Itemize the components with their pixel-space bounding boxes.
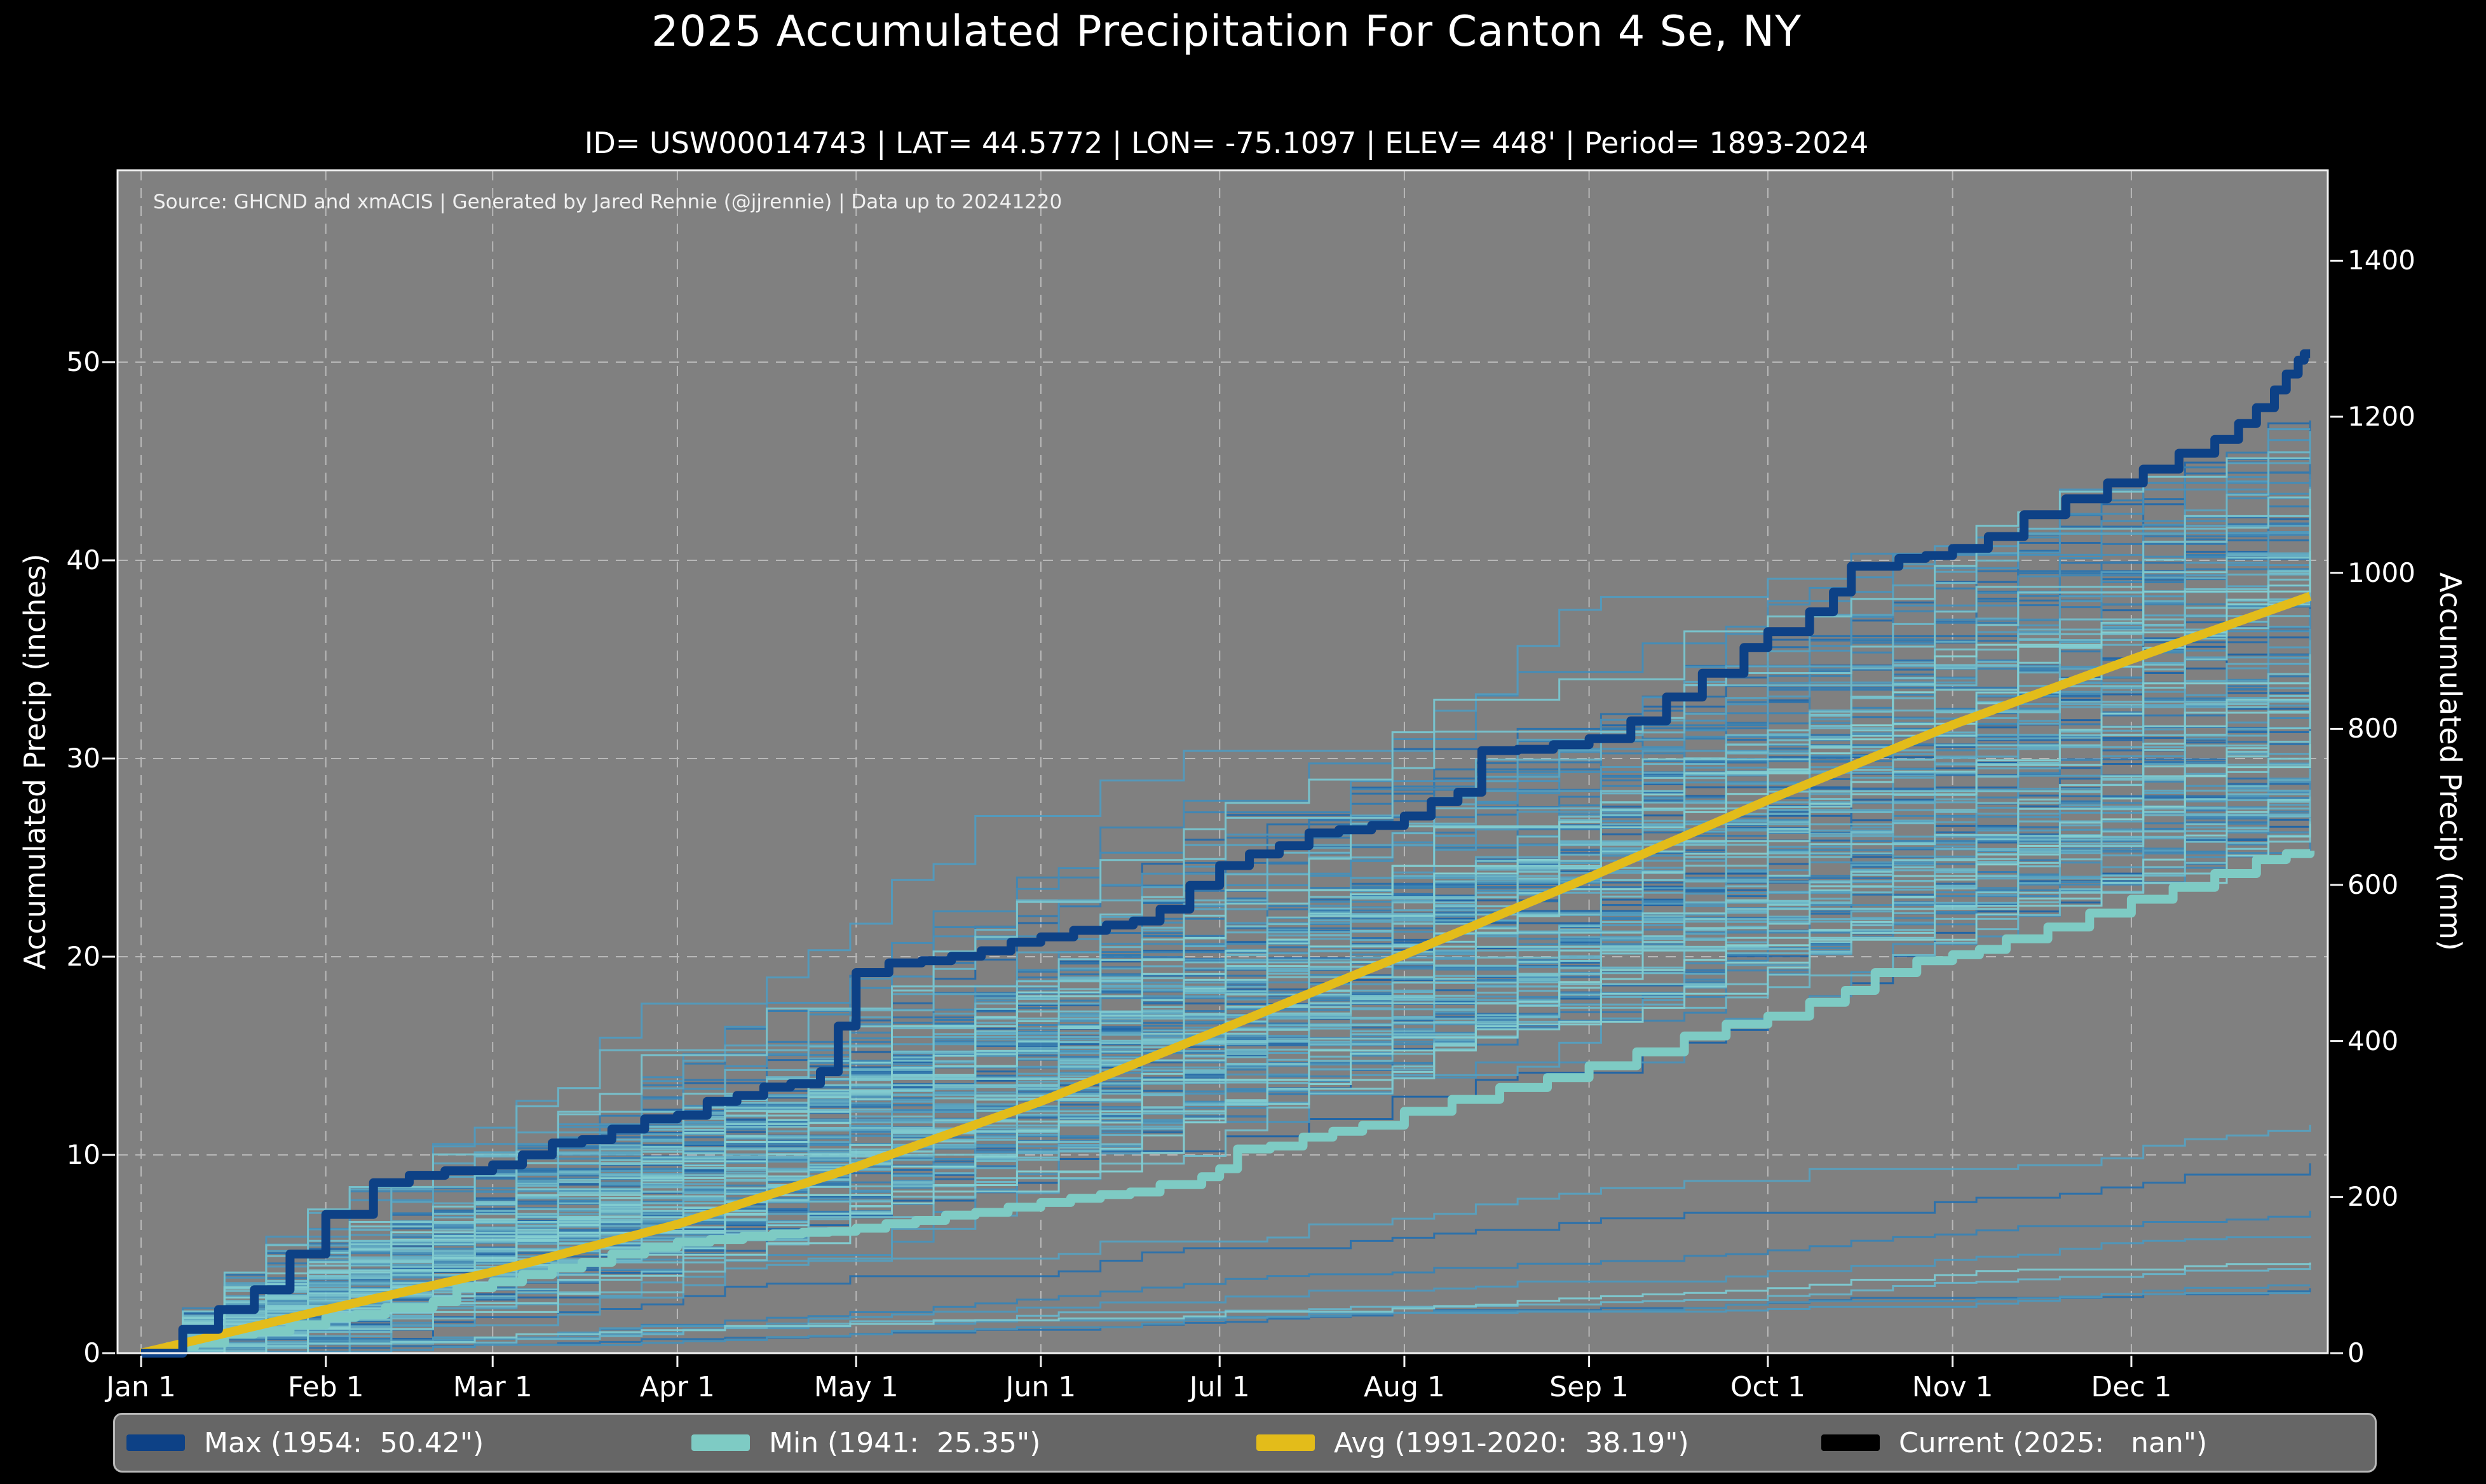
historical-year-line	[141, 428, 2311, 1354]
legend-label-max: Max (1954: 50.42")	[204, 1426, 484, 1459]
legend-swatch-max	[126, 1434, 185, 1451]
plot-area	[102, 169, 2343, 1367]
legend-item-avg: Avg (1991-2020: 38.19")	[1245, 1427, 1810, 1459]
historical-year-line	[141, 568, 2311, 1354]
legend-item-current: Current (2025: nan")	[1810, 1427, 2375, 1459]
historical-year-line	[141, 682, 2311, 1354]
historical-year-line	[141, 489, 2311, 1354]
y-left-tick-label: 40	[66, 544, 100, 576]
y-left-tick-label: 50	[66, 346, 100, 377]
y-right-tick-label: 800	[2347, 713, 2399, 745]
historical-year-line	[141, 539, 2311, 1354]
historical-year-line	[141, 753, 2311, 1354]
x-tick-label: Mar 1	[452, 1371, 533, 1403]
historical-year-line	[141, 799, 2311, 1354]
series-line-max	[141, 349, 2311, 1358]
historical-year-line	[141, 1262, 2311, 1354]
y-right-tick-label: 1200	[2347, 400, 2415, 432]
y-left-tick-label: 30	[66, 743, 100, 774]
y-left-tick-label: 10	[66, 1139, 100, 1170]
historical-year-line	[141, 603, 2311, 1354]
historical-year-lines	[141, 420, 2311, 1354]
legend-swatch-current	[1821, 1434, 1880, 1451]
y-left-tick-label: 0	[83, 1337, 100, 1368]
historical-year-line	[141, 554, 2311, 1354]
tick-marks	[102, 259, 2343, 1367]
chart-title: 2025 Accumulated Precipitation For Canto…	[651, 6, 1802, 56]
historical-year-line	[141, 550, 2311, 1354]
historical-year-line	[141, 673, 2311, 1354]
y-left-tick-label: 20	[66, 941, 100, 972]
historical-year-line	[141, 457, 2311, 1354]
historical-year-line	[141, 744, 2311, 1354]
historical-year-line	[141, 1163, 2311, 1354]
y-right-tick-label: 600	[2347, 868, 2399, 900]
y-right-tick-label: 1000	[2347, 556, 2415, 588]
plot-canvas	[102, 169, 2343, 1367]
historical-year-line	[141, 800, 2311, 1354]
x-tick-label: Dec 1	[2091, 1371, 2172, 1403]
x-tick-label: Aug 1	[1363, 1371, 1445, 1403]
x-tick-label: Oct 1	[1730, 1371, 1805, 1403]
legend-label-current: Current (2025: nan")	[1899, 1426, 2208, 1459]
x-tick-label: Nov 1	[1912, 1371, 1994, 1403]
y-right-tick-label: 400	[2347, 1025, 2399, 1056]
legend-label-min: Min (1941: 25.35")	[769, 1426, 1041, 1459]
historical-year-line	[141, 1124, 2311, 1354]
legend-label-avg: Avg (1991-2020: 38.19")	[1334, 1426, 1689, 1459]
plot-border	[116, 169, 2329, 1354]
x-tick-label: Jan 1	[106, 1371, 176, 1403]
historical-year-line	[141, 570, 2311, 1354]
legend-swatch-min	[691, 1434, 750, 1451]
x-tick-label: Feb 1	[287, 1371, 364, 1403]
chart-subtitle: ID= USW00014743 | LAT= 44.5772 | LON= -7…	[584, 126, 1869, 160]
x-tick-label: Jun 1	[1005, 1371, 1077, 1403]
series-line-avg	[140, 591, 2312, 1358]
legend-item-max: Max (1954: 50.42")	[115, 1427, 680, 1459]
legend-swatch-avg	[1256, 1434, 1315, 1451]
x-tick-label: Apr 1	[639, 1371, 715, 1403]
historical-year-line	[141, 1265, 2311, 1354]
legend: Max (1954: 50.42") Min (1941: 25.35") Av…	[113, 1413, 2377, 1473]
y-right-tick-label: 200	[2347, 1181, 2399, 1213]
y-right-tick-label: 0	[2347, 1337, 2365, 1368]
x-tick-label: Jul 1	[1189, 1371, 1250, 1403]
y-right-tick-label: 1400	[2347, 245, 2415, 276]
x-tick-label: Sep 1	[1549, 1371, 1629, 1403]
legend-item-min: Min (1941: 25.35")	[680, 1427, 1245, 1459]
source-annotation: Source: GHCND and xmACIS | Generated by …	[153, 191, 1063, 213]
series-line-min	[141, 849, 2315, 1358]
x-tick-label: May 1	[813, 1371, 899, 1403]
